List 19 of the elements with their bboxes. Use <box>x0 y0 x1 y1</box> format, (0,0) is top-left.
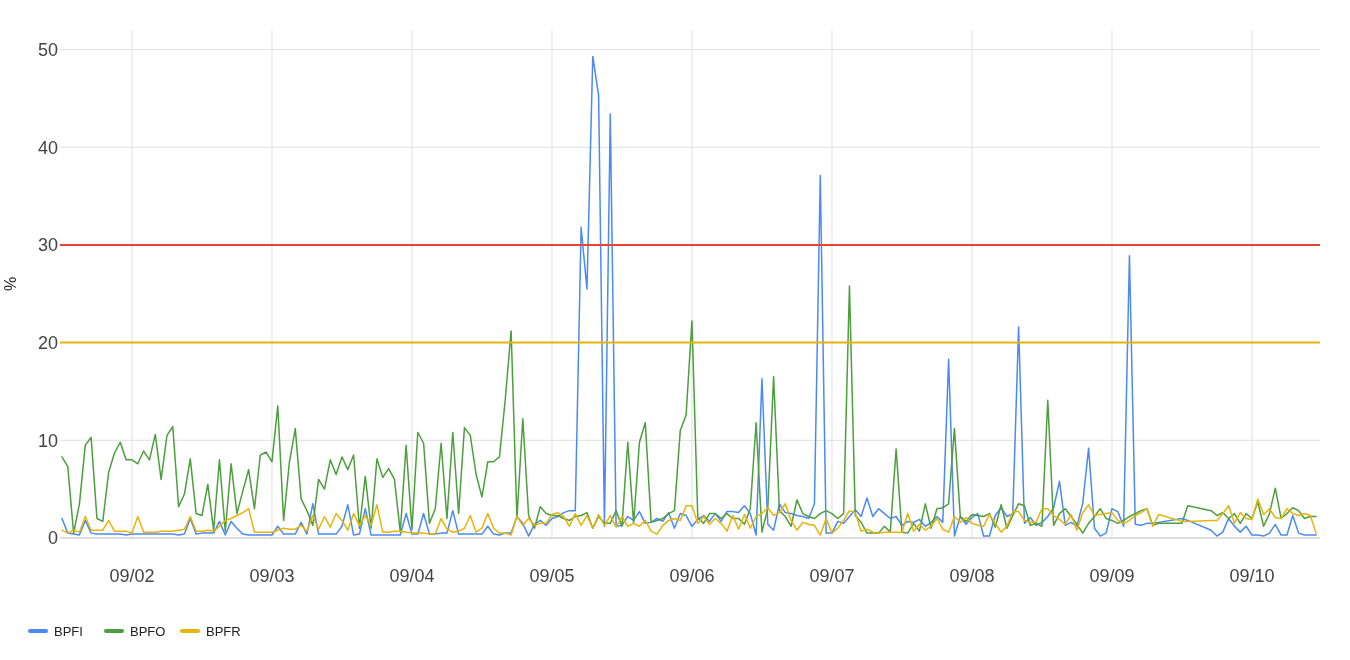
x-tick-label: 09/03 <box>249 566 295 586</box>
x-tick-label: 09/08 <box>949 566 995 586</box>
x-tick-label: 09/10 <box>1229 566 1275 586</box>
x-tick-label: 09/05 <box>529 566 575 586</box>
legend-label: BPFR <box>206 623 241 639</box>
y-tick-label: 10 <box>37 430 58 451</box>
legend-label: BPFO <box>130 623 166 639</box>
x-tick-label: 09/06 <box>669 566 715 586</box>
x-tick-label: 09/09 <box>1089 566 1135 586</box>
legend-label: BPFI <box>54 623 83 639</box>
y-tick-label: 20 <box>37 332 58 353</box>
y-axis-title: % <box>2 276 19 292</box>
y-tick-label: 0 <box>47 528 58 549</box>
x-tick-label: 09/02 <box>109 566 155 586</box>
x-tick-label: 09/04 <box>389 566 435 586</box>
y-tick-label: 50 <box>37 39 58 60</box>
x-tick-label: 09/07 <box>809 566 855 586</box>
y-tick-label: 30 <box>37 235 58 256</box>
y-tick-label: 40 <box>37 137 58 158</box>
